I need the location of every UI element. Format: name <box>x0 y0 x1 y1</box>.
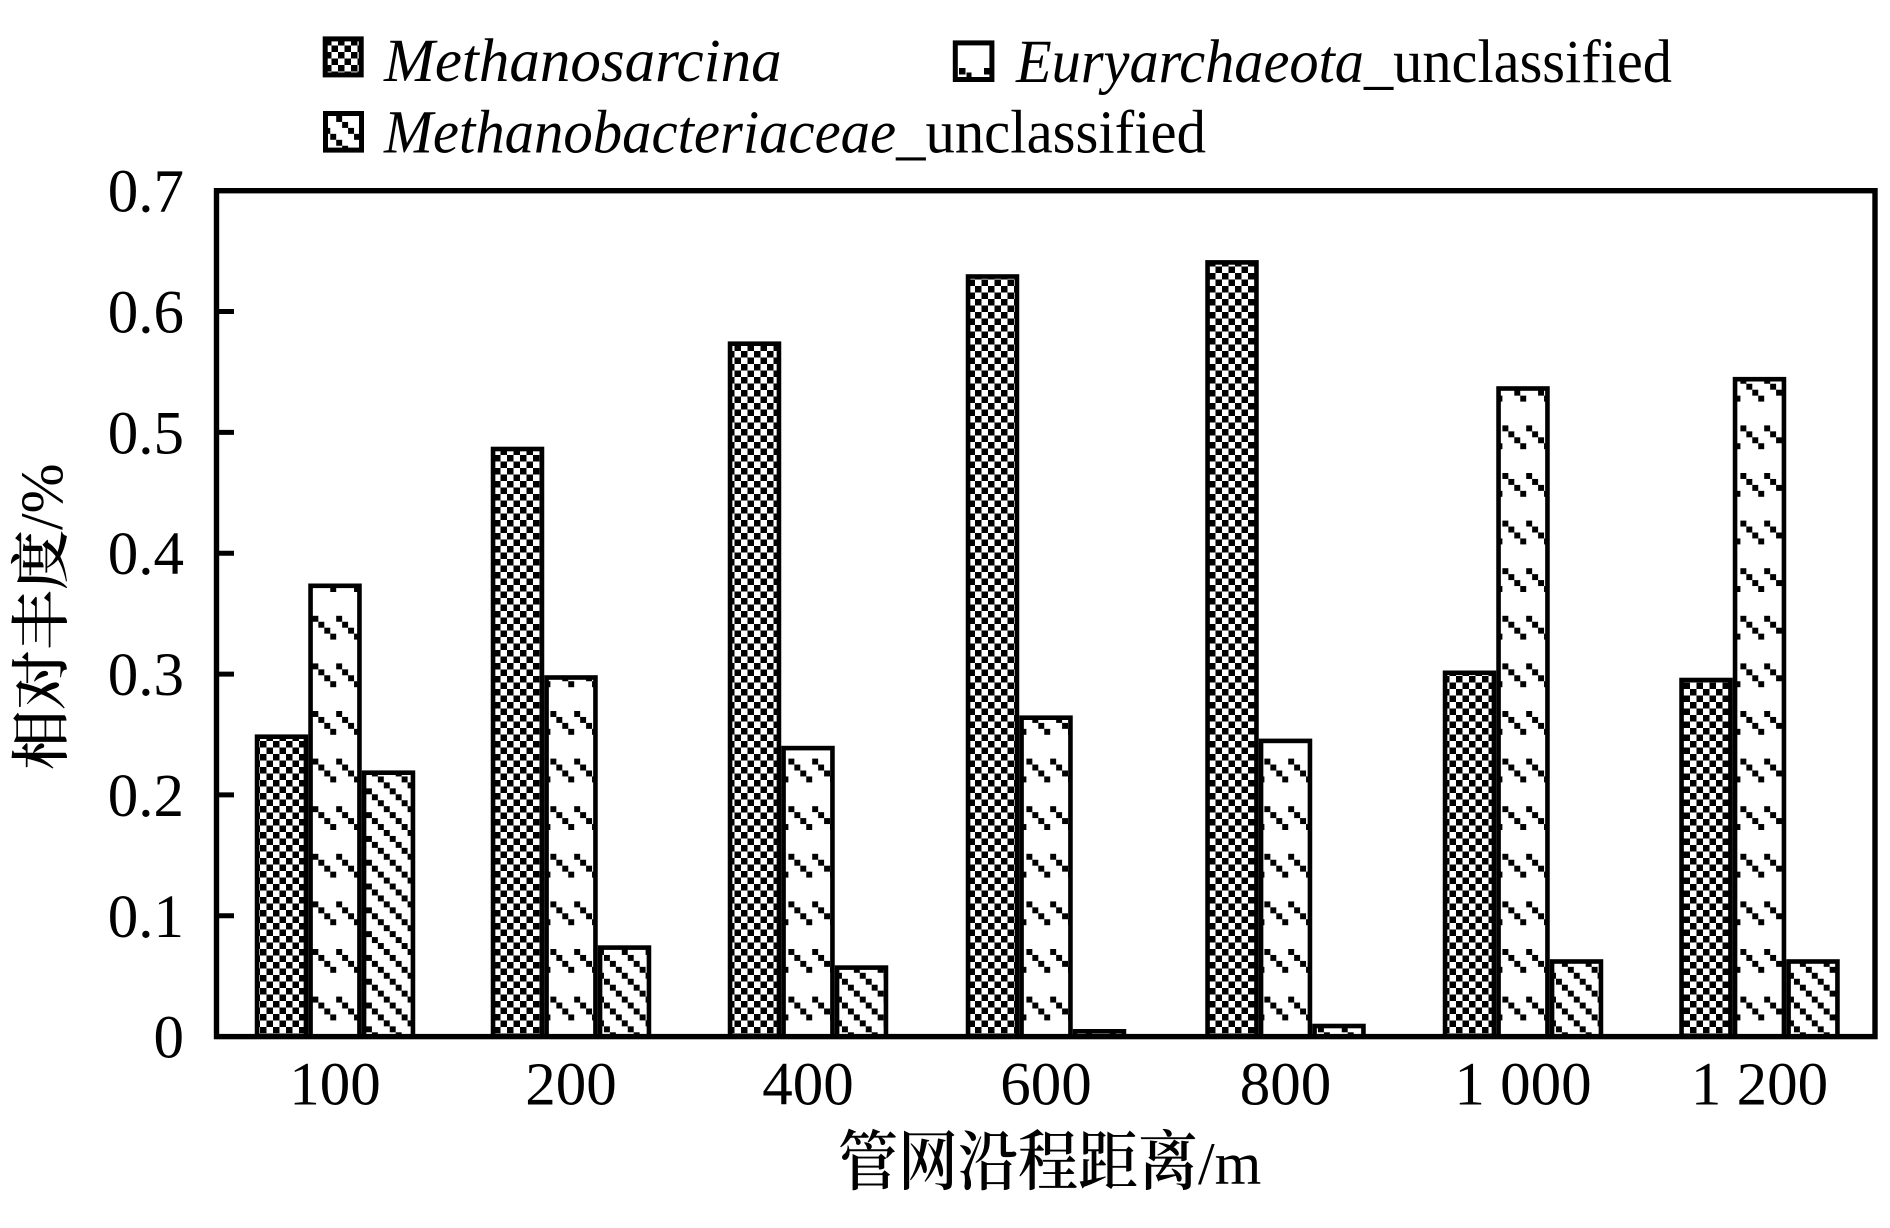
svg-text:0.4: 0.4 <box>108 521 184 588</box>
svg-text:0.1: 0.1 <box>108 884 184 951</box>
svg-text:/m: /m <box>1198 1131 1261 1197</box>
svg-text:0.6: 0.6 <box>108 280 184 347</box>
svg-text:600: 600 <box>1000 1052 1092 1119</box>
svg-text:/%: /% <box>9 463 75 530</box>
svg-text:400: 400 <box>762 1052 854 1119</box>
svg-text:0: 0 <box>154 1005 185 1072</box>
svg-text:Methanosarcina: Methanosarcina <box>383 28 782 95</box>
svg-text:0.5: 0.5 <box>108 400 184 467</box>
svg-text:0.7: 0.7 <box>108 159 184 226</box>
svg-text:800: 800 <box>1240 1052 1332 1119</box>
svg-text:1 000: 1 000 <box>1454 1052 1591 1119</box>
svg-text:0.3: 0.3 <box>108 642 184 709</box>
svg-text:1 200: 1 200 <box>1691 1052 1828 1119</box>
svg-text:Euryarchaeota_unclassified: Euryarchaeota_unclassified <box>1015 29 1672 96</box>
svg-text:200: 200 <box>525 1052 617 1119</box>
svg-text:Methanobacteriaceae_unclassifi: Methanobacteriaceae_unclassified <box>383 99 1206 166</box>
svg-text:0.2: 0.2 <box>108 763 184 830</box>
svg-text:100: 100 <box>289 1052 381 1119</box>
